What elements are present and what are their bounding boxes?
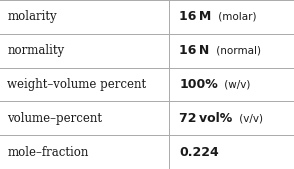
Text: normality: normality	[7, 44, 64, 57]
Text: volume–percent: volume–percent	[7, 112, 102, 125]
Text: 16 M: 16 M	[179, 10, 212, 23]
Text: (v/v): (v/v)	[235, 113, 263, 123]
Text: 72 vol%: 72 vol%	[179, 112, 233, 125]
Text: (molar): (molar)	[215, 12, 256, 22]
Text: 0.224: 0.224	[179, 146, 219, 159]
Text: mole–fraction: mole–fraction	[7, 146, 89, 159]
Text: molarity: molarity	[7, 10, 57, 23]
Text: 16 N: 16 N	[179, 44, 210, 57]
Text: weight–volume percent: weight–volume percent	[7, 78, 146, 91]
Text: (w/v): (w/v)	[221, 79, 250, 90]
Text: (normal): (normal)	[213, 46, 260, 56]
Text: 100%: 100%	[179, 78, 218, 91]
